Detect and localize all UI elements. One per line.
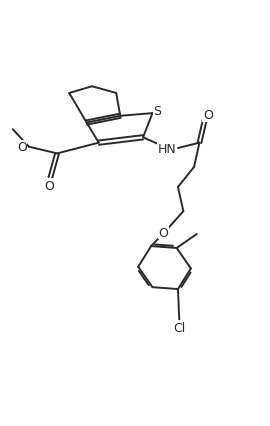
Text: Cl: Cl — [173, 321, 185, 334]
Text: O: O — [17, 141, 27, 154]
Text: O: O — [44, 179, 54, 192]
Text: O: O — [158, 226, 168, 239]
Text: O: O — [203, 109, 213, 122]
Text: HN: HN — [158, 142, 177, 155]
Text: S: S — [153, 105, 161, 118]
